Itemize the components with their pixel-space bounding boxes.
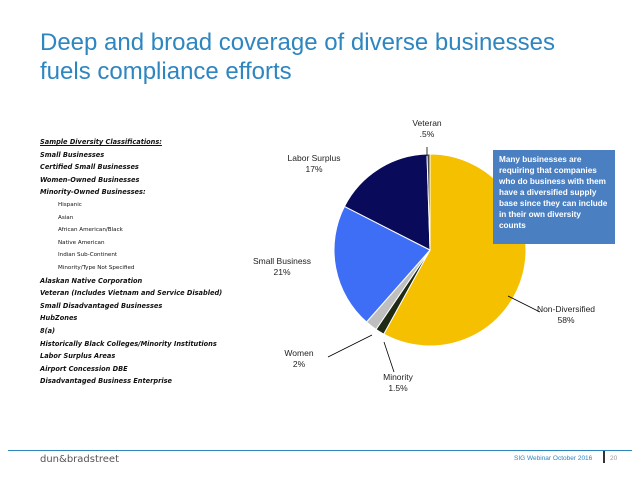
- classification-item: Small Businesses: [40, 150, 105, 159]
- slide-title: Deep and broad coverage of diverse busin…: [40, 28, 620, 86]
- leader-line: [383, 341, 395, 373]
- slice-value-label: 1.5%: [388, 383, 408, 393]
- pie-slice-non-diversified: [383, 153, 527, 347]
- slice-label: Labor Surplus: [288, 153, 341, 163]
- classification-item: Alaskan Native Corporation: [40, 276, 143, 285]
- classification-item: Airport Concession DBE: [40, 364, 128, 373]
- classification-item: HubZones: [40, 314, 78, 323]
- slide-title-line2: fuels compliance efforts: [40, 58, 292, 85]
- page-number: 20: [610, 455, 618, 462]
- leader-line: [327, 334, 373, 358]
- pie-slice-small-business: [333, 205, 431, 323]
- classification-item: 8(a): [40, 326, 56, 335]
- footer-divider: [8, 450, 632, 451]
- classification-item: Minority/Type Not Specified: [58, 264, 135, 271]
- callout-box: Many businesses are requiring that compa…: [493, 150, 615, 244]
- slice-label: Minority: [383, 372, 414, 382]
- classification-item: Hispanic: [58, 201, 82, 208]
- slice-label: Veteran: [412, 118, 442, 128]
- slice-value-label: 17%: [305, 164, 322, 174]
- classification-item: Indian Sub-Continent: [58, 252, 118, 259]
- company-logo: dun&bradstreet: [40, 454, 120, 465]
- slice-value-label: 2%: [293, 359, 306, 369]
- slice-value-label: 58%: [557, 315, 574, 325]
- classification-item: Veteran (Includes Vietnam and Service Di…: [40, 289, 223, 298]
- pie-slice-labor-surplus: [343, 153, 431, 251]
- slice-label: Women: [284, 348, 313, 358]
- classification-item: Sample Diversity Classifications:: [40, 138, 162, 146]
- classification-item: Certified Small Businesses: [40, 163, 139, 172]
- classification-item: Asian: [58, 214, 74, 221]
- footer-event: SIG Webinar October 2016: [514, 455, 593, 462]
- slice-value-label: .5%: [420, 129, 435, 139]
- footer-separator: [603, 451, 605, 463]
- leader-line: [507, 295, 541, 313]
- slide-title-line1: Deep and broad coverage of diverse busin…: [40, 29, 555, 56]
- classification-item: Native American: [58, 239, 105, 246]
- slice-value-label: 21%: [273, 267, 290, 277]
- slice-label: Small Business: [253, 256, 311, 266]
- classification-item: Minority-Owned Businesses:: [40, 188, 146, 197]
- classification-item: Women-Owned Businesses: [40, 175, 140, 184]
- slice-label: Non-Diversified: [537, 304, 595, 314]
- classification-list: Sample Diversity Classifications: Small B…: [40, 136, 255, 388]
- classification-item: Historically Black Colleges/Minority Ins…: [40, 339, 217, 348]
- classification-item: Disadvantaged Business Enterprise: [40, 377, 172, 386]
- classification-item: Labor Surplus Areas: [40, 352, 116, 361]
- classification-item: Small Disadvantaged Businesses: [40, 301, 163, 310]
- classification-item: African American/Black: [58, 227, 123, 234]
